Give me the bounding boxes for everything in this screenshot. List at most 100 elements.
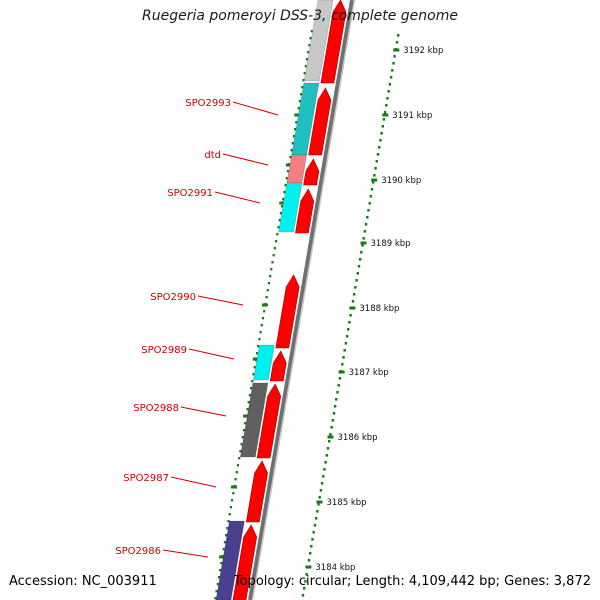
ruler-label: 3191 kbp bbox=[392, 111, 432, 121]
ruler-dot bbox=[385, 104, 388, 107]
inner-dot bbox=[217, 576, 221, 579]
ruler-tick bbox=[305, 565, 312, 569]
inner-dot bbox=[279, 212, 282, 215]
reverse-gene-block bbox=[239, 382, 269, 458]
ruler-tick bbox=[327, 435, 334, 439]
inner-dot bbox=[219, 569, 222, 572]
ruler-dot bbox=[317, 503, 320, 506]
inner-dot bbox=[280, 205, 284, 208]
inner-dot bbox=[260, 324, 263, 327]
inner-dot bbox=[275, 240, 278, 243]
ruler-dot bbox=[383, 111, 387, 114]
genome-axis-line bbox=[248, 0, 354, 600]
inner-dot bbox=[271, 261, 274, 264]
ruler-dot bbox=[374, 167, 377, 170]
ruler-dot bbox=[361, 244, 364, 247]
ruler-dot bbox=[356, 272, 359, 275]
inner-dot bbox=[301, 86, 304, 89]
inner-dot bbox=[242, 429, 246, 432]
inner-dot bbox=[239, 450, 242, 453]
inner-dot bbox=[270, 268, 273, 271]
ruler-dot bbox=[354, 286, 357, 289]
inner-dot bbox=[253, 366, 256, 369]
inner-dot bbox=[236, 464, 240, 467]
inner-dot bbox=[285, 177, 288, 180]
ruler-dot bbox=[381, 125, 384, 128]
ruler-label: 3186 kbp bbox=[338, 433, 378, 443]
inner-dot bbox=[225, 534, 228, 537]
forward-gene-arrow bbox=[320, 0, 347, 84]
ruler-dot bbox=[391, 69, 394, 72]
ruler-dot bbox=[328, 440, 331, 443]
accession-text: Accession: NC_003911 bbox=[9, 574, 157, 589]
forward-gene-arrow bbox=[275, 274, 300, 349]
inner-tick bbox=[243, 414, 250, 418]
inner-dot bbox=[273, 247, 276, 250]
gene-label-leader bbox=[170, 476, 217, 488]
forward-gene-arrow bbox=[232, 524, 258, 600]
ruler-dot bbox=[392, 62, 395, 65]
inner-dot bbox=[244, 422, 247, 425]
forward-strand-features bbox=[232, 0, 347, 600]
reverse-strand-features bbox=[215, 0, 334, 600]
inner-dot bbox=[250, 387, 253, 390]
inner-dot bbox=[284, 184, 287, 187]
map-title: Ruegeria pomeroyi DSS-3, complete genome bbox=[142, 8, 458, 24]
ruler-dot bbox=[329, 433, 332, 436]
ruler-label: 3185 kbp bbox=[327, 498, 367, 508]
forward-gene-arrow bbox=[245, 460, 268, 523]
gene-label: SPO2989 bbox=[141, 345, 187, 356]
ruler-dot bbox=[386, 97, 389, 100]
inner-dot bbox=[261, 317, 265, 320]
ruler-dot bbox=[393, 55, 396, 58]
ruler-dot bbox=[319, 489, 323, 492]
inner-dot bbox=[215, 590, 218, 593]
inner-dot bbox=[248, 394, 251, 397]
ruler-dot bbox=[362, 237, 365, 240]
inner-dot bbox=[294, 128, 297, 131]
inner-dot bbox=[259, 331, 262, 334]
ruler-dot bbox=[347, 328, 350, 331]
genome-axis-highlight bbox=[251, 0, 356, 600]
ruler-dot bbox=[301, 594, 305, 597]
ruler-dot bbox=[333, 405, 337, 408]
gene-label: SPO2986 bbox=[115, 546, 161, 557]
ruler-dot bbox=[351, 300, 355, 303]
ruler-tick bbox=[360, 241, 367, 245]
inner-tick bbox=[219, 555, 226, 559]
gene-label: SPO2988 bbox=[133, 403, 179, 414]
ruler-dot bbox=[307, 559, 311, 562]
inner-dot bbox=[272, 254, 275, 257]
topology-text: Topology: circular; Length: 4,109,442 bp… bbox=[233, 574, 591, 589]
reverse-gene-block bbox=[278, 182, 303, 233]
inner-dot bbox=[298, 100, 301, 103]
inner-dots bbox=[214, 30, 313, 600]
gene-label: SPO2987 bbox=[123, 473, 169, 484]
reverse-gene-block bbox=[253, 344, 275, 381]
inner-tick bbox=[252, 357, 259, 361]
ruler-dot bbox=[397, 34, 400, 37]
ruler-dot bbox=[355, 279, 358, 282]
ruler-dot bbox=[303, 587, 306, 590]
ruler-dot bbox=[311, 538, 314, 541]
ruler-dot bbox=[360, 251, 363, 254]
ruler-dot bbox=[336, 391, 339, 394]
forward-gene-arrow bbox=[308, 87, 332, 156]
ruler-tick bbox=[338, 370, 345, 374]
ruler-dot bbox=[388, 83, 392, 86]
ruler-dot bbox=[349, 314, 352, 317]
ruler-dot bbox=[380, 132, 383, 135]
ruler-label: 3187 kbp bbox=[349, 368, 389, 378]
genome-axis bbox=[248, 0, 356, 600]
ruler-dot bbox=[357, 265, 361, 268]
ruler-tick bbox=[349, 306, 356, 310]
inner-dot bbox=[303, 72, 306, 75]
ruler-ticks bbox=[219, 48, 400, 569]
gene-label-leader bbox=[232, 101, 279, 116]
ruler-dot bbox=[345, 335, 349, 338]
inner-dot bbox=[240, 443, 243, 446]
ruler-dot bbox=[375, 160, 378, 163]
inner-dot bbox=[223, 541, 226, 544]
inner-dot bbox=[258, 338, 261, 341]
